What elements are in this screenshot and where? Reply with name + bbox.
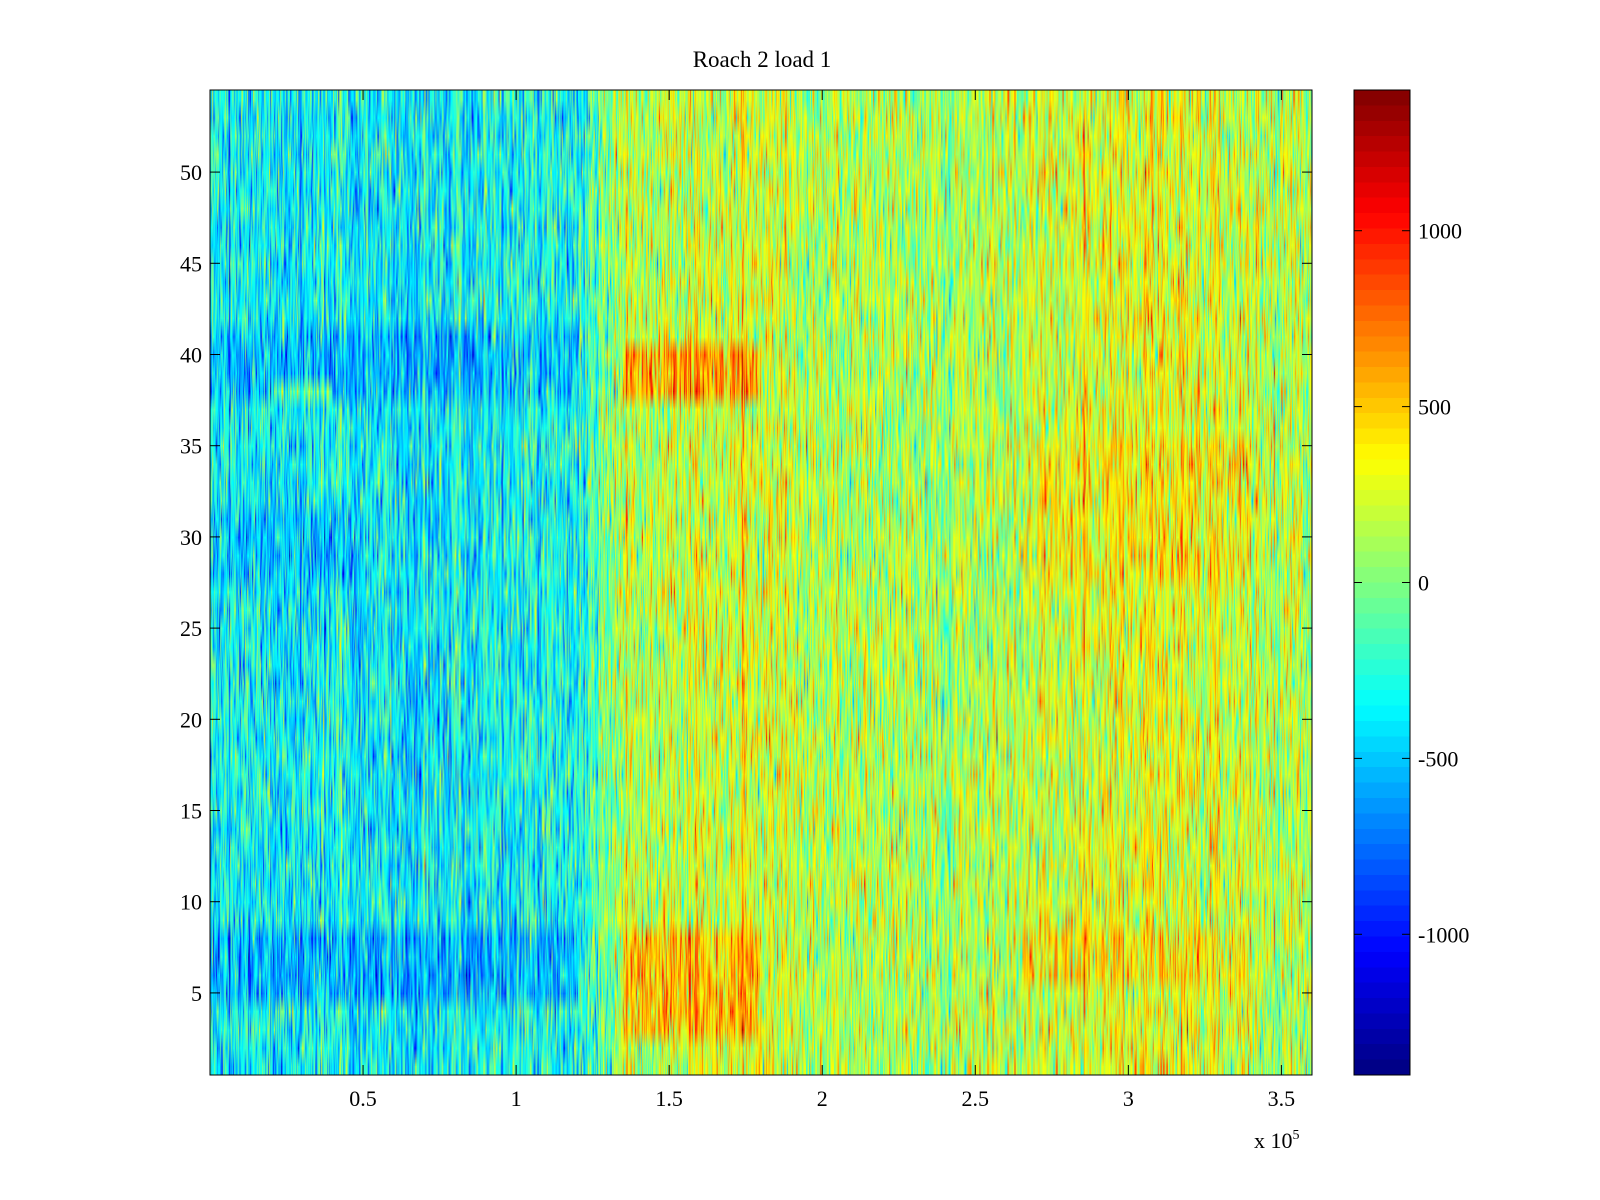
y-tick-label: 15 [180, 799, 202, 824]
y-tick-label: 30 [180, 525, 202, 550]
y-tick-label: 25 [180, 616, 202, 641]
y-tick-label: 50 [180, 160, 202, 185]
x-tick-label: 2.5 [962, 1086, 990, 1111]
colorbar-axis: 1000 500 0 -500 -1000 [1354, 219, 1469, 947]
y-tick-label: 10 [180, 890, 202, 915]
colorbar [1354, 90, 1410, 1075]
x-axis: 0.5 1 1.5 2 2.5 3 3.5 [349, 90, 1295, 1111]
colorbar-tick-label: 1000 [1418, 219, 1462, 244]
x-tick-label: 1 [511, 1086, 522, 1111]
y-tick-label: 40 [180, 342, 202, 367]
y-tick-label: 35 [180, 434, 202, 459]
y-tick-label: 5 [191, 981, 202, 1006]
colorbar-tick-label: 500 [1418, 395, 1451, 420]
x-multiplier-label: x 105 [1254, 1128, 1300, 1153]
x-tick-label: 3 [1123, 1086, 1134, 1111]
x-tick-label: 0.5 [349, 1086, 377, 1111]
x-tick-label: 1.5 [655, 1086, 683, 1111]
chart-title: Roach 2 load 1 [693, 47, 832, 72]
plot-frame [209, 89, 1313, 1076]
colorbar-tick-label: 0 [1418, 571, 1429, 596]
colorbar-tick-label: -500 [1418, 746, 1458, 771]
x-tick-label: 3.5 [1268, 1086, 1296, 1111]
x-tick-label: 2 [817, 1086, 828, 1111]
y-tick-label: 20 [180, 707, 202, 732]
heatmap-cells [210, 90, 1312, 1075]
y-tick-label: 45 [180, 251, 202, 276]
colorbar-tick-label: -1000 [1418, 922, 1469, 947]
y-axis: 5 10 15 20 25 30 35 40 45 50 [180, 160, 1312, 1006]
